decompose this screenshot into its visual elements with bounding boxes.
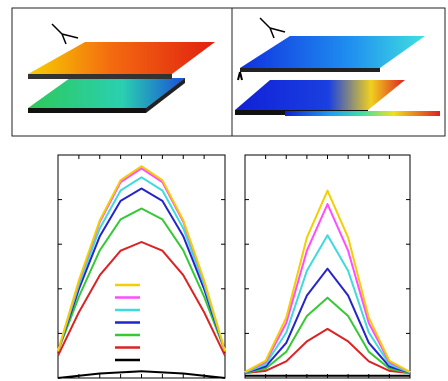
series-line [57, 370, 226, 379]
plate [240, 36, 425, 68]
series-line [57, 167, 226, 352]
series-line [244, 267, 411, 374]
series-line [57, 241, 226, 357]
series-line [57, 187, 226, 352]
plate-edge [28, 74, 172, 79]
series-line [244, 327, 411, 375]
series-line [244, 296, 411, 374]
plate [28, 42, 215, 74]
top-panels [11, 7, 446, 137]
gap-marker [237, 71, 243, 81]
plate [28, 78, 185, 108]
series-line [57, 176, 226, 352]
series-line [244, 203, 411, 373]
series-line [244, 189, 411, 373]
series-line [57, 207, 226, 352]
plate [235, 80, 405, 110]
axes-icon [259, 17, 286, 39]
series-line [57, 165, 226, 352]
plate-edge [240, 68, 380, 72]
plate-edge [146, 78, 185, 113]
axes-icon [51, 23, 79, 45]
plate-edge [28, 108, 146, 113]
colorbar [285, 111, 440, 116]
series-line [244, 234, 411, 374]
plot-frame [244, 154, 411, 379]
